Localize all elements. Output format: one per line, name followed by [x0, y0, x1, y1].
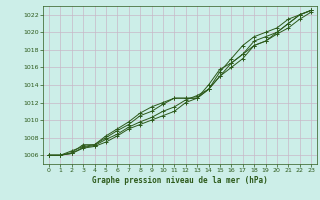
X-axis label: Graphe pression niveau de la mer (hPa): Graphe pression niveau de la mer (hPa) — [92, 176, 268, 185]
